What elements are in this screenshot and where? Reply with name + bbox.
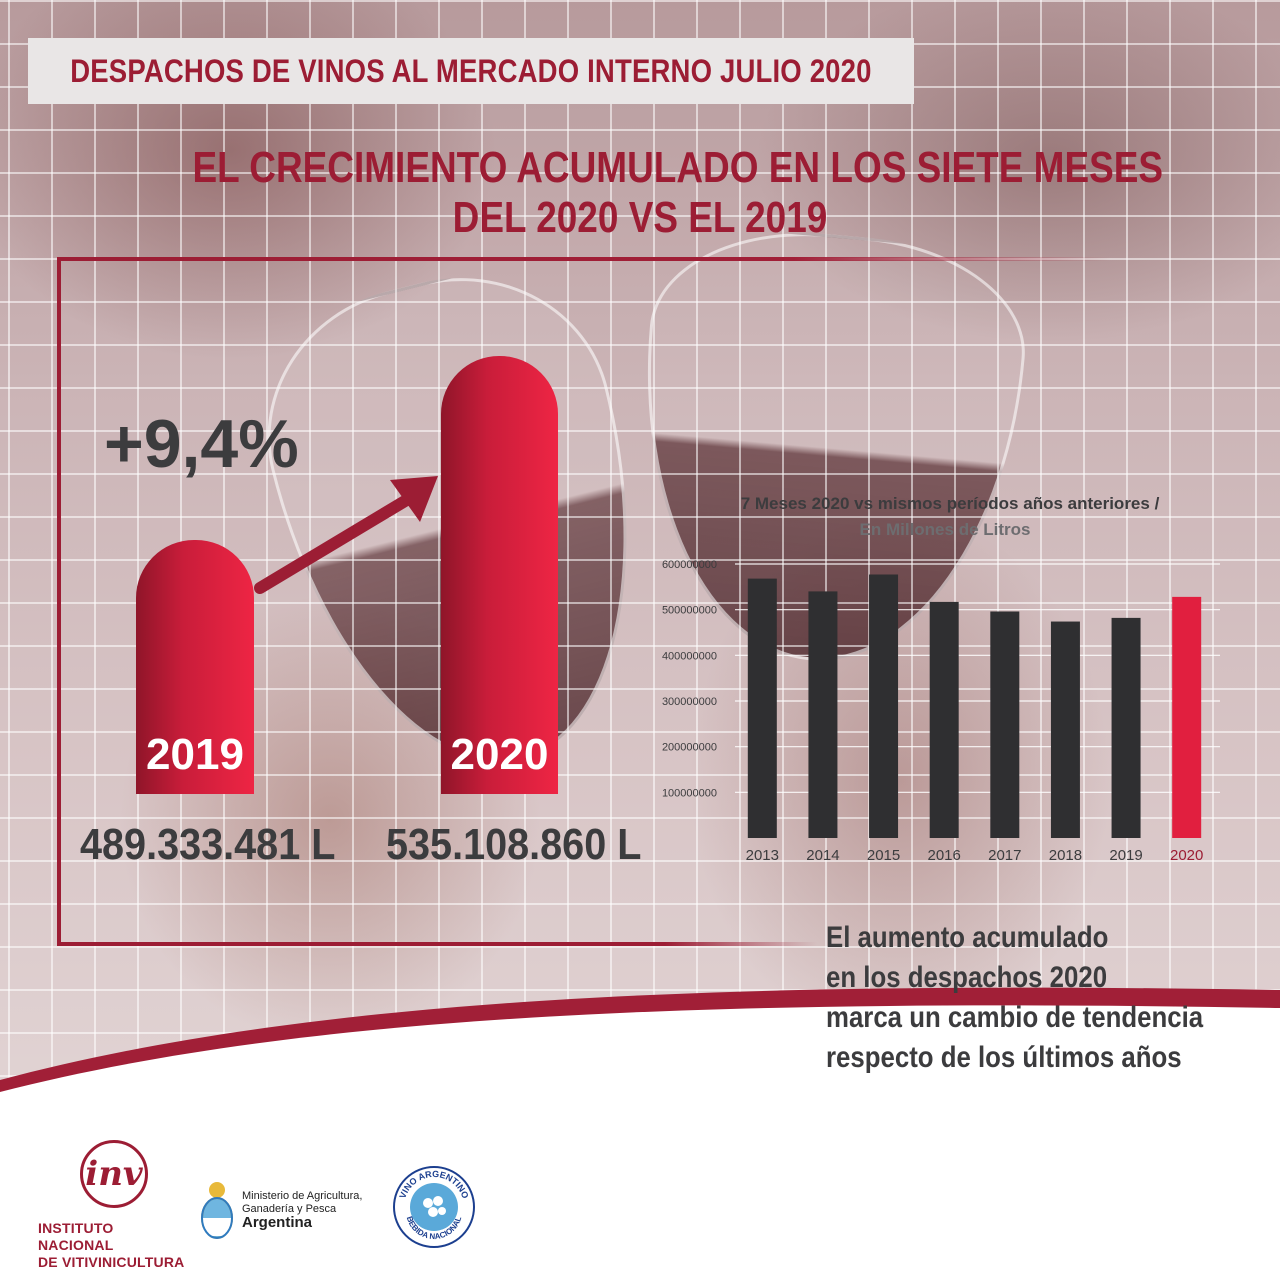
headline-line-2: DEL 2020 VS EL 2019 [452, 193, 828, 242]
inv-logo: inv INSTITUTO NACIONAL DE VITIVINICULTUR… [38, 1140, 188, 1270]
inv-name-line-2: DE VITIVINICULTURA [38, 1254, 185, 1270]
x-tick-label: 2013 [746, 847, 779, 864]
top-banner: DESPACHOS DE VINOS AL MERCADO INTERNO JU… [28, 38, 914, 104]
x-tick-label: 2014 [806, 847, 839, 864]
frame-top-line [57, 257, 1110, 261]
y-tick-label: 300000000 [662, 696, 717, 708]
bar-2019-year: 2019 [146, 730, 244, 779]
argentina-shield-icon [201, 1182, 233, 1239]
x-tick-label: 2017 [988, 847, 1021, 864]
banner-title: DESPACHOS DE VINOS AL MERCADO INTERNO JU… [70, 52, 872, 89]
x-tick-label: 2020 [1170, 847, 1203, 864]
inv-name-line-1: INSTITUTO NACIONAL [38, 1220, 114, 1253]
growth-arrow-icon [254, 476, 438, 594]
bar-2019: 2019 [136, 540, 254, 794]
chart-subtitle: En Millones de Litros [859, 520, 1031, 539]
y-tick-label: 100000000 [662, 787, 717, 799]
note-line-2: en los despachos 2020 [826, 961, 1108, 994]
ministry-line-1: Ministerio de Agricultura, [242, 1190, 363, 1202]
liters-2019: 489.333.481 L [80, 820, 336, 869]
chart-bar-2019 [1111, 617, 1141, 838]
x-tick-label: 2015 [867, 847, 900, 864]
y-tick-label: 200000000 [662, 742, 717, 754]
ministry-line-2: Ganadería y Pesca [242, 1203, 337, 1215]
frame-bottom-line [57, 942, 817, 946]
ministry-logo: Ministerio de Agricultura, Ganadería y P… [198, 1180, 388, 1240]
chart-bar-2020 [1172, 596, 1202, 838]
bar-2020: 2020 [441, 356, 558, 794]
note-line-1: El aumento acumulado [826, 921, 1109, 954]
note-line-4: respecto de los últimos años [826, 1041, 1182, 1074]
bar-2020-year: 2020 [450, 730, 549, 779]
frame-left-line [57, 257, 61, 946]
x-tick-label: 2016 [928, 847, 961, 864]
x-tick-label: 2018 [1049, 847, 1082, 864]
ministry-country: Argentina [242, 1214, 313, 1231]
inv-emblem: inv [80, 1140, 148, 1208]
chart-bar-2015 [869, 574, 899, 838]
liters-2020: 535.108.860 L [386, 820, 642, 869]
note-line-3: marca un cambio de tendencia [826, 1001, 1204, 1034]
chart-bar-2017 [990, 611, 1020, 838]
bottom-wave [0, 987, 1280, 1280]
summary-note: El aumento acumulado en los despachos 20… [826, 918, 1246, 1078]
y-tick-label: 500000000 [662, 605, 717, 617]
chart-bar-2014 [808, 591, 838, 838]
x-tick-label: 2019 [1109, 847, 1142, 864]
y-tick-label: 600000000 [662, 559, 717, 571]
bar-chart: 100000000 200000000 300000000 400000000 5000… [662, 559, 1220, 864]
vino-argentino-badge-icon: VINO ARGENTINO BEBIDA NACIONAL [393, 1166, 475, 1248]
growth-percentage: +9,4% [104, 406, 299, 482]
chart-bar-2016 [929, 601, 959, 838]
chart-bar-2013 [747, 578, 777, 838]
y-tick-label: 400000000 [662, 650, 717, 662]
chart-title: 7 Meses 2020 vs mismos períodos años ant… [740, 494, 1160, 513]
chart-bar-2018 [1050, 621, 1080, 838]
headline-line-1: EL CRECIMIENTO ACUMULADO EN LOS SIETE ME… [192, 143, 1164, 192]
